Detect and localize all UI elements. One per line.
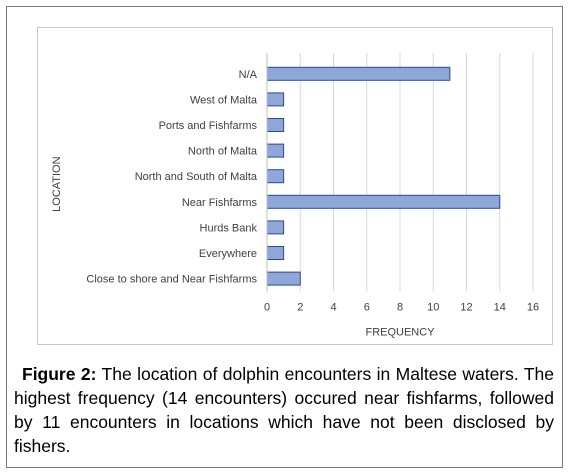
bar-5	[266, 194, 501, 209]
caption-label: Figure 2:	[22, 364, 97, 384]
bar-6	[266, 220, 285, 235]
category-label-6: Hurds Bank	[200, 222, 258, 234]
category-label-3: North of Malta	[188, 146, 258, 158]
figure-caption: Figure 2: The location of dolphin encoun…	[14, 362, 554, 458]
chart-area: N/A West of Malta Ports and Fishfarms North…	[37, 27, 553, 345]
bar-0	[266, 66, 451, 81]
x-axis-title: FREQUENCY	[365, 326, 435, 338]
y-axis-title: LOCATION	[51, 156, 63, 211]
bar-chart: N/A West of Malta Ports and Fishfarms North…	[51, 53, 539, 338]
x-tick-label-5: 10	[427, 301, 439, 313]
x-tick-label-8: 16	[527, 301, 539, 313]
bar-4	[266, 169, 285, 184]
bar-3	[266, 143, 285, 158]
x-tick-label-7: 14	[494, 301, 506, 313]
bar-1	[266, 92, 285, 107]
x-tick-label-0: 0	[264, 301, 270, 313]
category-label-7: Everywhere	[199, 248, 257, 260]
bar-8	[266, 271, 301, 286]
x-tick-label-4: 8	[397, 301, 403, 313]
figure-frame: N/A West of Malta Ports and Fishfarms North…	[6, 6, 563, 468]
category-label-8: Close to shore and Near Fishfarms	[86, 274, 257, 286]
bar-7	[266, 246, 285, 260]
category-label-5: Near Fishfarms	[182, 197, 258, 209]
caption-text: The location of dolphin encounters in Ma…	[14, 364, 554, 456]
category-label-1: West of Malta	[190, 94, 258, 106]
bar-2	[266, 118, 285, 132]
x-tick-label-3: 6	[364, 301, 370, 313]
category-label-4: North and South of Malta	[135, 171, 258, 183]
x-tick-label-2: 4	[330, 301, 336, 313]
category-label-0: N/A	[239, 69, 258, 81]
category-label-2: Ports and Fishfarms	[159, 120, 258, 132]
x-tick-label-6: 12	[460, 301, 472, 313]
x-tick-label-1: 2	[297, 301, 303, 313]
